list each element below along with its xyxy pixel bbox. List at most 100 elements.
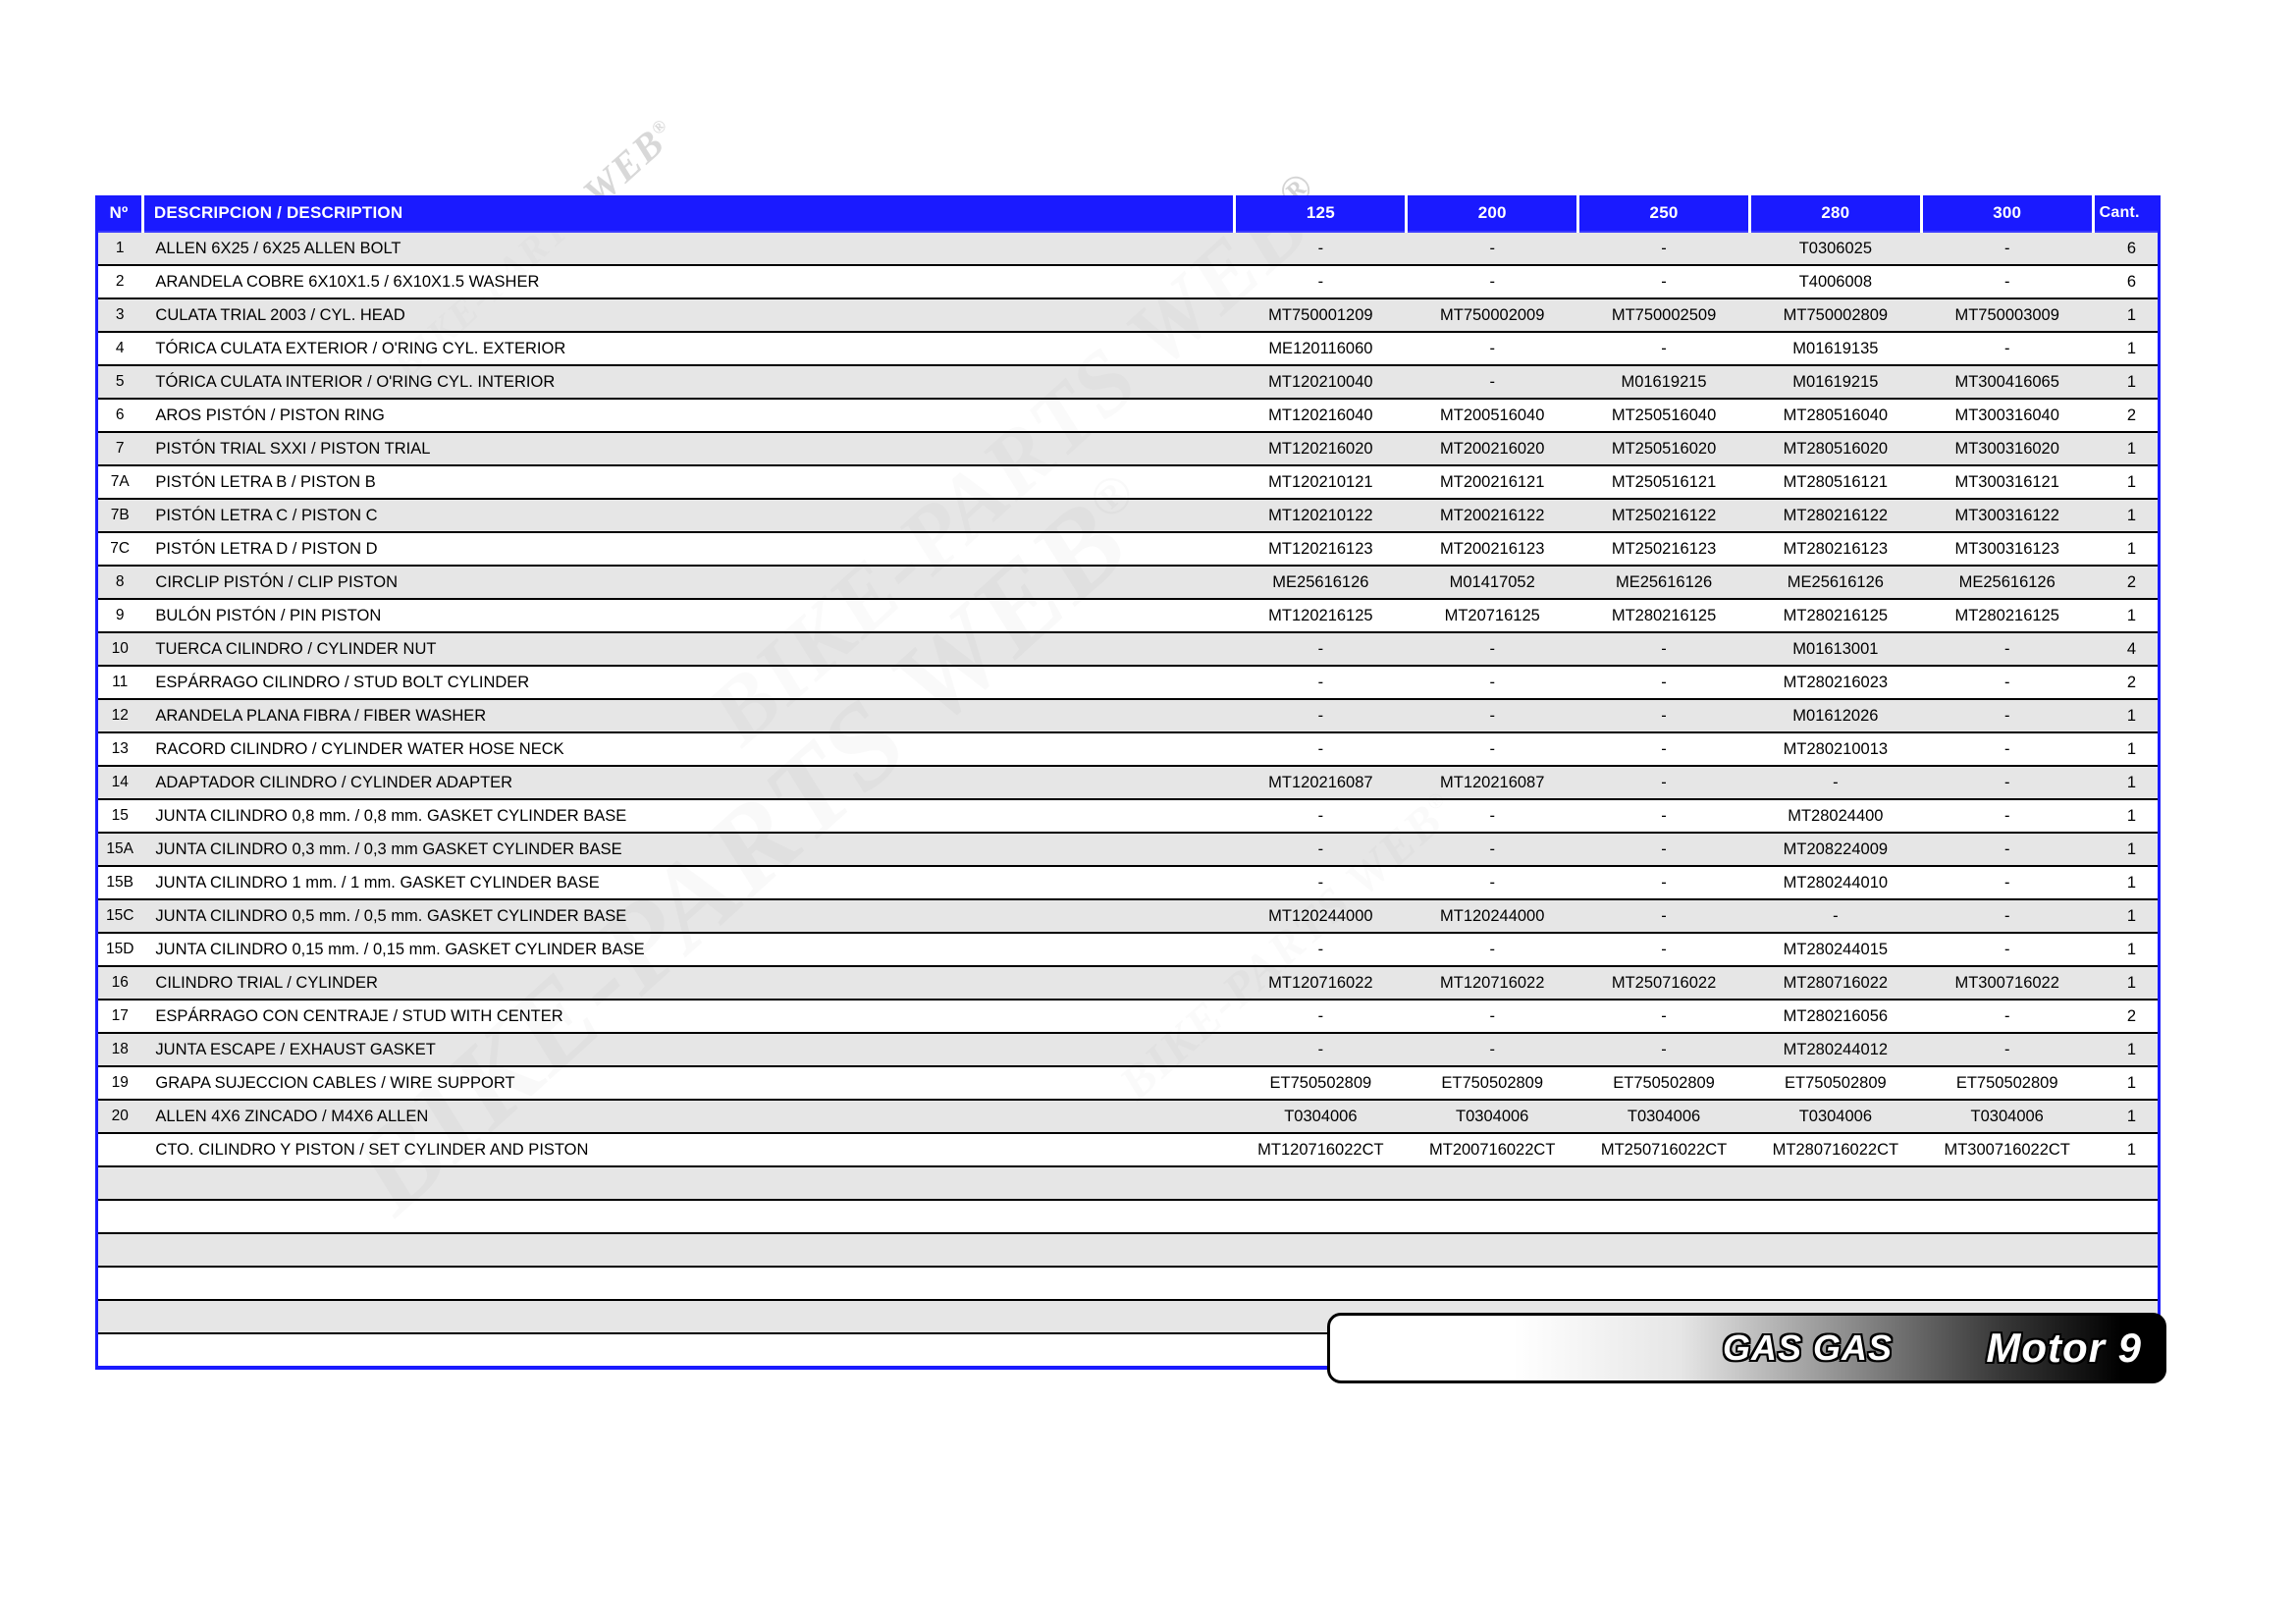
row-model-250-cell: MT750002509 bbox=[1577, 298, 1750, 333]
row-quantity-cell: 1 bbox=[2093, 1100, 2158, 1134]
row-quantity-cell: 1 bbox=[2093, 365, 2158, 400]
row-model-250-cell: - bbox=[1577, 866, 1750, 900]
table-row: 15A JUNTA CILINDRO 0,3 mm. / 0,3 mm GASKE… bbox=[98, 833, 2158, 867]
row-model-300-cell: ME25616126 bbox=[1921, 566, 2094, 600]
row-number-cell: 7A bbox=[98, 465, 143, 500]
row-model-250-cell: - bbox=[1577, 1000, 1750, 1034]
row-description-cell bbox=[142, 1267, 1235, 1301]
row-number-cell bbox=[98, 1267, 143, 1301]
row-model-280-cell: MT28024400 bbox=[1749, 799, 1922, 834]
row-number-cell: 1 bbox=[98, 232, 143, 266]
row-description-cell: ESPÁRRAGO CILINDRO / STUD BOLT CYLINDER bbox=[142, 666, 1235, 700]
row-quantity-cell: 4 bbox=[2093, 632, 2158, 667]
row-description-cell: JUNTA CILINDRO 0,15 mm. / 0,15 mm. GASKE… bbox=[142, 933, 1235, 967]
row-model-200-cell: MT20716125 bbox=[1406, 599, 1578, 633]
table-body: 1 ALLEN 6X25 / 6X25 ALLEN BOLT - - - T0306025… bbox=[98, 232, 2158, 1366]
row-model-250-cell bbox=[1577, 1267, 1750, 1301]
row-model-250-cell: - bbox=[1577, 833, 1750, 867]
row-model-200-cell: MT750002009 bbox=[1406, 298, 1578, 333]
row-model-300-cell: - bbox=[1921, 1000, 2094, 1034]
row-model-125-cell bbox=[1234, 1267, 1407, 1301]
row-model-280-cell: MT280244010 bbox=[1749, 866, 1922, 900]
row-quantity-cell: 2 bbox=[2093, 1000, 2158, 1034]
row-model-280-cell: MT280516020 bbox=[1749, 432, 1922, 466]
row-description-cell: TÓRICA CULATA EXTERIOR / O'RING CYL. EXT… bbox=[142, 332, 1235, 366]
row-description-cell bbox=[142, 1166, 1235, 1201]
row-description-cell: CIRCLIP PISTÓN / CLIP PISTON bbox=[142, 566, 1235, 600]
row-model-280-cell: T0306025 bbox=[1749, 232, 1922, 266]
row-quantity-cell: 1 bbox=[2093, 532, 2158, 567]
row-model-200-cell bbox=[1406, 1166, 1578, 1201]
row-model-200-cell: - bbox=[1406, 833, 1578, 867]
row-model-300-cell: MT300416065 bbox=[1921, 365, 2094, 400]
column-header-model-200: 200 bbox=[1405, 195, 1578, 232]
row-model-280-cell: MT750002809 bbox=[1749, 298, 1922, 333]
row-number-cell: 9 bbox=[98, 599, 143, 633]
row-model-300-cell: - bbox=[1921, 265, 2094, 299]
row-model-250-cell: - bbox=[1577, 799, 1750, 834]
table-row: 13 RACORD CILINDRO / CYLINDER WATER HOSE … bbox=[98, 732, 2158, 767]
row-model-200-cell: MT200216020 bbox=[1406, 432, 1578, 466]
table-row: 7 PISTÓN TRIAL SXXI / PISTON TRIAL MT12021… bbox=[98, 432, 2158, 466]
column-header-description: DESCRIPCION / DESCRIPTION bbox=[140, 195, 1235, 232]
row-model-125-cell: MT120210040 bbox=[1234, 365, 1407, 400]
row-quantity-cell: 1 bbox=[2093, 465, 2158, 500]
row-model-200-cell: - bbox=[1406, 265, 1578, 299]
row-model-125-cell: - bbox=[1234, 732, 1407, 767]
row-model-200-cell: - bbox=[1406, 799, 1578, 834]
row-number-cell: 15D bbox=[98, 933, 143, 967]
row-number-cell: 7C bbox=[98, 532, 143, 567]
row-model-200-cell: - bbox=[1406, 332, 1578, 366]
row-number-cell: 10 bbox=[98, 632, 143, 667]
row-model-300-cell: T0304006 bbox=[1921, 1100, 2094, 1134]
row-model-280-cell: MT280216023 bbox=[1749, 666, 1922, 700]
table-row-empty bbox=[98, 1267, 2158, 1301]
row-quantity-cell: 1 bbox=[2093, 732, 2158, 767]
row-model-200-cell: - bbox=[1406, 866, 1578, 900]
table-row: 15 JUNTA CILINDRO 0,8 mm. / 0,8 mm. GASKE… bbox=[98, 799, 2158, 834]
row-model-300-cell: MT300316020 bbox=[1921, 432, 2094, 466]
row-model-125-cell bbox=[1234, 1200, 1407, 1234]
row-model-280-cell bbox=[1749, 1233, 1922, 1268]
row-model-125-cell: - bbox=[1234, 632, 1407, 667]
row-model-200-cell: - bbox=[1406, 699, 1578, 733]
row-model-125-cell: - bbox=[1234, 699, 1407, 733]
table-row: 19 GRAPA SUJECCION CABLES / WIRE SUPPORT E… bbox=[98, 1066, 2158, 1101]
row-model-200-cell: MT120716022 bbox=[1406, 966, 1578, 1001]
row-description-cell: AROS PISTÓN / PISTON RING bbox=[142, 399, 1235, 433]
row-model-250-cell bbox=[1577, 1200, 1750, 1234]
row-model-200-cell: MT200716022CT bbox=[1406, 1133, 1578, 1167]
row-description-cell: CILINDRO TRIAL / CYLINDER bbox=[142, 966, 1235, 1001]
row-number-cell: 2 bbox=[98, 265, 143, 299]
table-row: 14 ADAPTADOR CILINDRO / CYLINDER ADAPTER M… bbox=[98, 766, 2158, 800]
row-model-250-cell: MT250516121 bbox=[1577, 465, 1750, 500]
row-number-cell bbox=[98, 1200, 143, 1234]
row-model-280-cell: MT280216056 bbox=[1749, 1000, 1922, 1034]
row-model-250-cell: - bbox=[1577, 232, 1750, 266]
row-description-cell: RACORD CILINDRO / CYLINDER WATER HOSE NE… bbox=[142, 732, 1235, 767]
parts-table-container: Nº DESCRIPCION / DESCRIPTION 125 200 250… bbox=[95, 195, 2161, 1370]
row-model-250-cell: MT250216122 bbox=[1577, 499, 1750, 533]
row-model-125-cell: MT120216020 bbox=[1234, 432, 1407, 466]
brand-name-label: GAS GAS bbox=[1723, 1327, 1894, 1368]
row-model-280-cell: MT280210013 bbox=[1749, 732, 1922, 767]
row-model-280-cell: M01613001 bbox=[1749, 632, 1922, 667]
row-number-cell: 11 bbox=[98, 666, 143, 700]
row-description-cell: ESPÁRRAGO CON CENTRAJE / STUD WITH CENTE… bbox=[142, 1000, 1235, 1034]
row-description-cell: JUNTA ESCAPE / EXHAUST GASKET bbox=[142, 1033, 1235, 1067]
row-quantity-cell: 1 bbox=[2093, 499, 2158, 533]
row-model-125-cell: MT120716022CT bbox=[1234, 1133, 1407, 1167]
row-model-125-cell: ET750502809 bbox=[1234, 1066, 1407, 1101]
row-model-125-cell: - bbox=[1234, 265, 1407, 299]
row-number-cell: 14 bbox=[98, 766, 143, 800]
row-model-300-cell: MT300716022CT bbox=[1921, 1133, 2094, 1167]
row-model-300-cell: - bbox=[1921, 666, 2094, 700]
row-model-200-cell: - bbox=[1406, 232, 1578, 266]
row-model-125-cell: - bbox=[1234, 866, 1407, 900]
table-row: 1 ALLEN 6X25 / 6X25 ALLEN BOLT - - - T0306025… bbox=[98, 232, 2158, 266]
row-model-280-cell: MT280244015 bbox=[1749, 933, 1922, 967]
row-model-300-cell bbox=[1921, 1267, 2094, 1301]
row-model-200-cell: - bbox=[1406, 365, 1578, 400]
row-number-cell: 3 bbox=[98, 298, 143, 333]
table-row-empty bbox=[98, 1166, 2158, 1201]
